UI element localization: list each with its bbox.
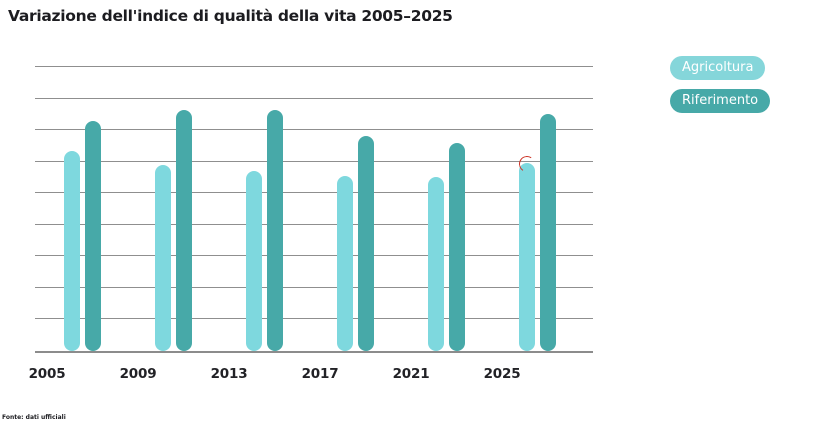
gridline xyxy=(35,223,593,225)
x-axis-label-2017: 2017 xyxy=(301,366,339,382)
bar-agricoltura-2013 xyxy=(245,171,262,351)
x-axis-label-2009: 2009 xyxy=(119,366,157,382)
gridline xyxy=(35,160,593,162)
x-axis-label-2025: 2025 xyxy=(483,366,521,382)
x-axis-label-2005: 2005 xyxy=(28,366,66,382)
legend-pill-riferimento[interactable]: Riferimento xyxy=(670,89,771,113)
legend-pill-agricoltura[interactable]: Agricoltura xyxy=(670,56,766,80)
gridline xyxy=(35,192,593,194)
bar-riferimento-2017 xyxy=(357,136,374,351)
bar-agricoltura-2017 xyxy=(336,176,353,351)
bar-riferimento-2005 xyxy=(84,121,101,351)
x-axis-label-2013: 2013 xyxy=(210,366,248,382)
x-axis-label-2021: 2021 xyxy=(392,366,430,382)
bar-riferimento-2009 xyxy=(175,110,192,351)
bar-riferimento-2013 xyxy=(266,110,283,351)
gridline xyxy=(35,97,593,99)
bar-riferimento-2021 xyxy=(448,143,465,351)
gridline xyxy=(35,66,593,67)
bar-agricoltura-2009 xyxy=(154,165,171,351)
source-note: Fonte: dati ufficiali xyxy=(2,414,66,421)
bar-riferimento-2025 xyxy=(539,114,556,351)
gridline xyxy=(35,286,593,288)
gridline xyxy=(35,129,593,131)
gridline xyxy=(35,318,593,320)
bar-agricoltura-2021 xyxy=(427,177,444,351)
bar-agricoltura-2005 xyxy=(63,151,80,351)
chart-title: Variazione dell'indice di qualità della … xyxy=(8,7,453,25)
bar-agricoltura-2025 xyxy=(518,163,535,351)
legend: Agricoltura Riferimento xyxy=(670,56,771,113)
gridline xyxy=(35,255,593,257)
plot-area xyxy=(35,66,593,353)
